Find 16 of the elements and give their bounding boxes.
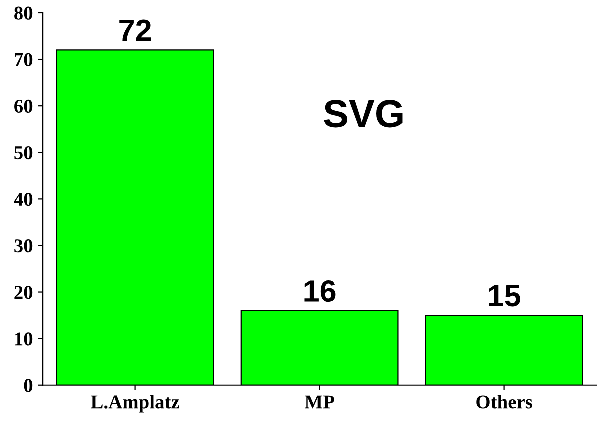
- annotation: SVG: [324, 100, 403, 128]
- y-tick-label: 40: [14, 192, 33, 206]
- y-tick-label: 70: [14, 53, 33, 66]
- data-label: 72: [120, 20, 152, 42]
- x-tick-label: Others: [476, 395, 532, 409]
- y-tick-label: 50: [14, 146, 33, 160]
- y-tick-label: 10: [15, 332, 33, 346]
- y-tick-label: 0: [24, 379, 33, 392]
- y-tick-label: 80: [14, 6, 33, 20]
- y-tick-label: 60: [14, 100, 33, 114]
- y-tick-label: 30: [14, 240, 33, 253]
- x-tick-label: MP: [305, 396, 334, 409]
- data-label: 16: [304, 280, 336, 302]
- data-label: 15: [489, 285, 520, 307]
- x-tick-label: L.Amplatz: [91, 395, 180, 413]
- y-tick-label: 20: [14, 286, 33, 300]
